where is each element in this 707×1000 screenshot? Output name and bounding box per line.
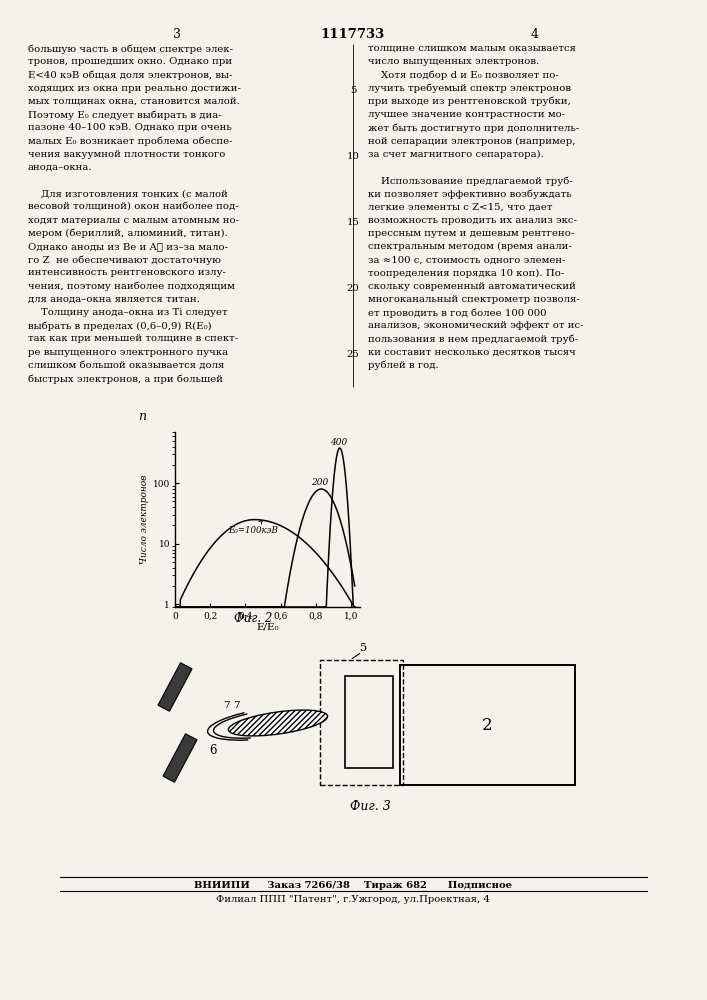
Text: интенсивность рентгеновского излу-: интенсивность рентгеновского излу- xyxy=(28,268,226,277)
Text: при выходе из рентгеновской трубки,: при выходе из рентгеновской трубки, xyxy=(368,97,571,106)
Bar xyxy=(345,676,393,768)
Text: 1117733: 1117733 xyxy=(321,28,385,41)
Text: за ≈100 с, стоимость одного элемен-: за ≈100 с, стоимость одного элемен- xyxy=(368,255,566,264)
Text: мером (бериллий, алюминий, титан).: мером (бериллий, алюминий, титан). xyxy=(28,229,228,238)
Ellipse shape xyxy=(228,710,327,736)
Text: большую часть в общем спектре элек-: большую часть в общем спектре элек- xyxy=(28,44,233,53)
FancyBboxPatch shape xyxy=(158,663,192,711)
Text: 4: 4 xyxy=(531,28,539,41)
Text: 20: 20 xyxy=(346,284,359,293)
Text: легкие элементы с Z<15, что дает: легкие элементы с Z<15, что дает xyxy=(368,202,552,211)
Text: анода–окна.: анода–окна. xyxy=(28,163,93,172)
Text: го Z  не обеспечивают достаточную: го Z не обеспечивают достаточную xyxy=(28,255,221,265)
Text: малых Е₀ возникает проблема обеспе-: малых Е₀ возникает проблема обеспе- xyxy=(28,136,233,146)
Text: пользования в нем предлагаемой труб-: пользования в нем предлагаемой труб- xyxy=(368,334,578,344)
Text: Фиг. 2: Фиг. 2 xyxy=(234,612,272,625)
Text: слишком большой оказывается доля: слишком большой оказывается доля xyxy=(28,361,224,370)
Text: ходящих из окна при реально достижи-: ходящих из окна при реально достижи- xyxy=(28,84,241,93)
Text: быстрых электронов, а при большей: быстрых электронов, а при большей xyxy=(28,374,223,383)
Text: Поэтому Е₀ следует выбирать в диа-: Поэтому Е₀ следует выбирать в диа- xyxy=(28,110,221,119)
Text: 6: 6 xyxy=(209,744,217,758)
Text: лучить требуемый спектр электронов: лучить требуемый спектр электронов xyxy=(368,84,571,93)
Text: спектральным методом (время анали-: спектральным методом (время анали- xyxy=(368,242,572,251)
Text: тоопределения порядка 10 коп). По-: тоопределения порядка 10 коп). По- xyxy=(368,268,564,278)
Text: n: n xyxy=(138,410,146,423)
Text: лучшее значение контрастности мо-: лучшее значение контрастности мо- xyxy=(368,110,565,119)
Text: рублей в год.: рублей в год. xyxy=(368,361,439,370)
Text: Использование предлагаемой труб-: Использование предлагаемой труб- xyxy=(368,176,573,186)
FancyBboxPatch shape xyxy=(163,734,197,782)
Text: 5: 5 xyxy=(360,643,367,653)
Text: Однако аноды из Be и Aℓ из–за мало-: Однако аноды из Be и Aℓ из–за мало- xyxy=(28,242,228,251)
Text: 200: 200 xyxy=(310,478,328,487)
Text: жет быть достигнуто при дополнитель-: жет быть достигнуто при дополнитель- xyxy=(368,123,579,133)
Text: скольку современный автоматический: скольку современный автоматический xyxy=(368,282,576,291)
Text: так как при меньшей толщине в спект-: так как при меньшей толщине в спект- xyxy=(28,334,238,343)
Bar xyxy=(400,665,575,785)
Text: толщине слишком малым оказывается: толщине слишком малым оказывается xyxy=(368,44,576,53)
Text: ходят материалы с малым атомным но-: ходят материалы с малым атомным но- xyxy=(28,216,239,225)
Text: 3: 3 xyxy=(173,28,181,41)
Text: 2: 2 xyxy=(482,716,493,734)
Text: ки составит несколько десятков тысяч: ки составит несколько десятков тысяч xyxy=(368,348,575,357)
Text: E₀=100кэB: E₀=100кэB xyxy=(228,520,278,535)
Text: 7: 7 xyxy=(233,700,239,710)
Text: Е<40 кэВ общая доля электронов, вы-: Е<40 кэВ общая доля электронов, вы- xyxy=(28,70,233,80)
Text: чения вакуумной плотности тонкого: чения вакуумной плотности тонкого xyxy=(28,150,226,159)
Text: число выпущенных электронов.: число выпущенных электронов. xyxy=(368,57,539,66)
Text: ки позволяет эффективно возбуждать: ки позволяет эффективно возбуждать xyxy=(368,189,572,199)
Text: ет проводить в год более 100 000: ет проводить в год более 100 000 xyxy=(368,308,547,318)
Text: пазоне 40–100 кэВ. Однако при очень: пазоне 40–100 кэВ. Однако при очень xyxy=(28,123,232,132)
Text: мых толщинах окна, становится малой.: мых толщинах окна, становится малой. xyxy=(28,97,240,106)
Text: возможность проводить их анализ экс-: возможность проводить их анализ экс- xyxy=(368,216,577,225)
Text: ре выпущенного электронного пучка: ре выпущенного электронного пучка xyxy=(28,348,228,357)
Text: чения, поэтому наиболее подходящим: чения, поэтому наиболее подходящим xyxy=(28,282,235,291)
Text: ной сепарации электронов (например,: ной сепарации электронов (например, xyxy=(368,136,575,146)
Text: для анода–окна является титан.: для анода–окна является титан. xyxy=(28,295,200,304)
Y-axis label: Число электронов: Число электронов xyxy=(140,475,148,564)
Text: 10: 10 xyxy=(346,152,359,161)
Text: Толщину анода–окна из Ti следует: Толщину анода–окна из Ti следует xyxy=(28,308,228,317)
Text: Для изготовления тонких (с малой: Для изготовления тонких (с малой xyxy=(28,189,228,198)
Text: 7: 7 xyxy=(223,700,229,710)
Text: Фиг. 3: Фиг. 3 xyxy=(350,800,390,813)
Text: весовой толщиной) окон наиболее под-: весовой толщиной) окон наиболее под- xyxy=(28,202,239,211)
Bar xyxy=(320,660,403,785)
Text: 15: 15 xyxy=(346,218,359,227)
Text: Хотя подбор d и E₀ позволяет по-: Хотя подбор d и E₀ позволяет по- xyxy=(368,70,559,80)
X-axis label: E/E₀: E/E₀ xyxy=(256,622,279,631)
Text: прессным путем и дешевым рентгено-: прессным путем и дешевым рентгено- xyxy=(368,229,574,238)
Text: Филиал ППП "Патент", г.Ужгород, ул.Проектная, 4: Филиал ППП "Патент", г.Ужгород, ул.Проек… xyxy=(216,895,490,904)
Text: 400: 400 xyxy=(330,438,347,447)
Text: выбрать в пределах (0,6–0,9) R(E₀): выбрать в пределах (0,6–0,9) R(E₀) xyxy=(28,321,211,331)
Text: многоканальный спектрометр позволя-: многоканальный спектрометр позволя- xyxy=(368,295,580,304)
Text: 25: 25 xyxy=(346,350,359,359)
Text: анализов, экономический эффект от ис-: анализов, экономический эффект от ис- xyxy=(368,321,583,330)
Text: тронов, прошедших окно. Однако при: тронов, прошедших окно. Однако при xyxy=(28,57,232,66)
Text: за счет магнитного сепаратора).: за счет магнитного сепаратора). xyxy=(368,150,544,159)
Text: 5: 5 xyxy=(350,86,356,95)
Text: ВНИИПИ     Заказ 7266/38    Тираж 682      Подписное: ВНИИПИ Заказ 7266/38 Тираж 682 Подписное xyxy=(194,881,512,890)
